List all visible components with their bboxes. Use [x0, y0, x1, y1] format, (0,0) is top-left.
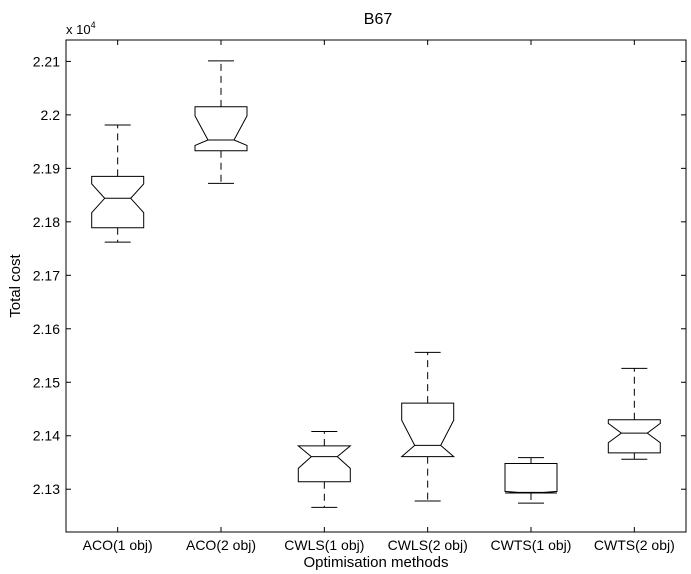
- box-1: [91, 124, 145, 243]
- y-tick-label: 2.13: [33, 481, 60, 497]
- y-tick-label: 2.19: [33, 160, 60, 176]
- x-tick-label: CWLS(1 obj): [284, 537, 364, 553]
- notched-box: [400, 402, 456, 458]
- x-tick-label: CWTS(1 obj): [491, 537, 572, 553]
- notched-box: [504, 463, 558, 494]
- y-axis-multiplier: x 104: [66, 20, 96, 37]
- chart-title: B67: [364, 11, 393, 28]
- y-tick-label: 2.21: [33, 53, 60, 69]
- y-axis-label: Total cost: [7, 253, 24, 317]
- plot-frame: [65, 39, 687, 533]
- y-axis: 2.13 2.14 2.15 2.16 2.17 2.18 2.19 2.2 2.21: [33, 53, 686, 497]
- notched-box: [91, 175, 145, 229]
- y-tick-label: 2.16: [33, 321, 60, 337]
- x-tick-label: CWLS(2 obj): [388, 537, 468, 553]
- y-tick-label: 2.15: [33, 374, 60, 390]
- notched-box: [296, 445, 352, 483]
- x-axis-label: Optimisation methods: [303, 554, 448, 571]
- x-axis: ACO(1 obj) ACO(2 obj) CWLS(1 obj) CWLS(2 ob…: [83, 40, 675, 553]
- box-2: [194, 60, 248, 184]
- box-6: [607, 367, 661, 460]
- y-tick-label: 2.14: [33, 428, 60, 444]
- notched-box: [607, 419, 661, 454]
- y-tick-label: 2.18: [33, 214, 60, 230]
- box-4: [400, 351, 456, 502]
- x-tick-label: CWTS(2 obj): [594, 537, 675, 553]
- box-series: [91, 60, 661, 508]
- x-tick-label: ACO(1 obj): [83, 537, 153, 553]
- x-tick-label: ACO(2 obj): [186, 537, 256, 553]
- notched-box: [194, 106, 248, 152]
- y-tick-label: 2.17: [33, 267, 60, 283]
- box-5: [504, 457, 558, 504]
- box-3: [296, 430, 352, 508]
- y-tick-label: 2.2: [41, 107, 61, 123]
